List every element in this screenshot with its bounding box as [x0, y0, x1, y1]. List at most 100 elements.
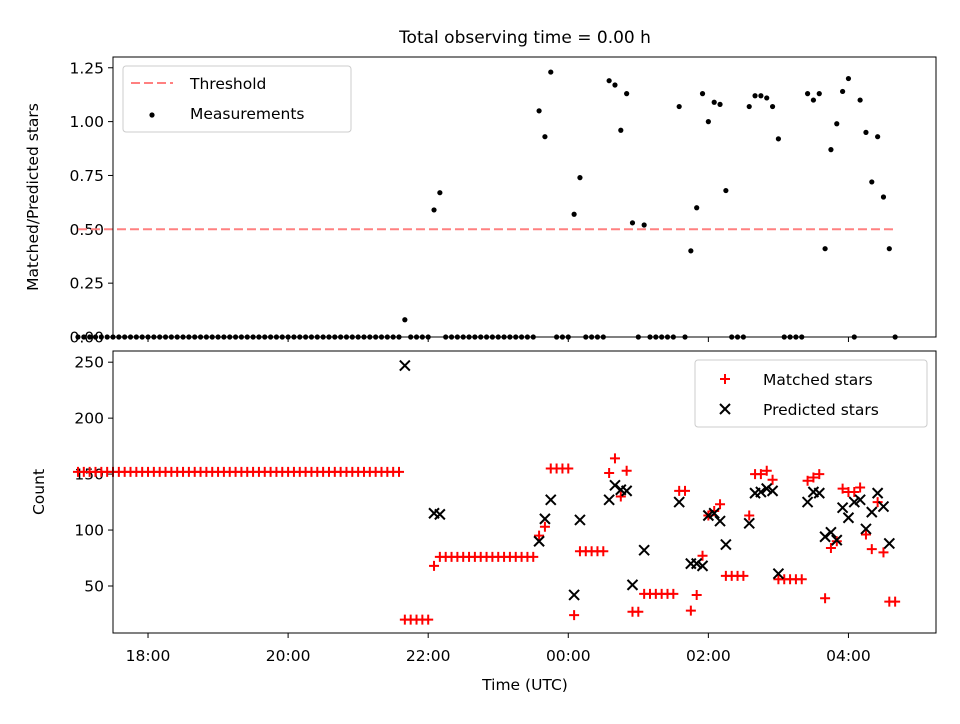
measurement-point — [536, 108, 542, 114]
measurement-point — [723, 187, 729, 194]
measurement-point — [880, 194, 887, 200]
matched-star-point — [808, 472, 819, 483]
measurement-point — [810, 97, 817, 103]
y-tick-label: 250 — [74, 354, 104, 372]
measurement-point — [75, 334, 81, 340]
measurement-point — [437, 190, 443, 196]
matched-star-point — [534, 530, 545, 541]
measurement-point — [612, 82, 618, 88]
predicted-star-point — [866, 506, 878, 518]
measurement-point — [775, 136, 782, 142]
measurement-point — [548, 69, 554, 75]
matched-star-point — [814, 469, 825, 480]
measurement-point — [869, 179, 875, 185]
matched-star-point — [621, 465, 632, 476]
measurement-point — [769, 103, 776, 110]
matched-star-point — [872, 497, 883, 508]
legend-matched-label: Matched stars — [763, 371, 873, 389]
matched-star-point — [615, 491, 626, 502]
measurement-point — [804, 91, 811, 97]
matched-star-point — [738, 570, 749, 581]
legend-matched-marker — [720, 374, 730, 384]
measurement-point — [618, 127, 624, 133]
predicted-star-point — [801, 496, 814, 508]
predicted-star-point — [696, 560, 709, 572]
matched-star-point — [691, 589, 702, 600]
counts-y-label: Count — [30, 469, 48, 515]
matched-star-point — [633, 606, 644, 617]
measurement-point — [431, 207, 437, 213]
predicted-star-point — [434, 508, 446, 521]
measurement-point — [688, 248, 694, 254]
ratio-plot-frame — [112, 56, 937, 338]
predicted-star-point — [399, 359, 411, 372]
predicted-star-point — [825, 526, 837, 538]
measurement-point — [629, 220, 636, 226]
matched-star-point — [604, 467, 615, 478]
measurement-point — [694, 205, 700, 211]
matched-star-point — [563, 463, 574, 474]
measurement-point — [717, 101, 723, 107]
matched-star-point — [697, 550, 708, 561]
measurement-point — [822, 246, 828, 252]
predicted-star-point — [831, 534, 843, 546]
predicted-star-point — [620, 485, 633, 497]
predicted-star-point — [673, 496, 685, 508]
counts-x-label: Time (UTC) — [481, 676, 568, 694]
predicted-star-point — [603, 494, 615, 506]
legend-measurements-label: Measurements — [190, 105, 305, 123]
measurement-point — [81, 334, 87, 340]
y-tick-label: 50 — [84, 578, 104, 596]
counts-legend: Matched stars Predicted stars — [694, 359, 928, 428]
y-tick-label: 100 — [74, 522, 104, 540]
matched-star-point — [855, 482, 866, 493]
predicted-star-point — [720, 538, 732, 551]
predicted-star-point — [743, 517, 755, 530]
matched-star-point — [744, 510, 755, 521]
measurement-point — [571, 211, 577, 217]
chart-title: Total observing time = 0.00 h — [398, 28, 651, 48]
predicted-star-point — [545, 494, 557, 506]
predicted-stars-points — [399, 359, 896, 601]
matched-star-point — [715, 499, 726, 510]
measurement-point — [746, 103, 752, 110]
matched-star-point — [394, 466, 405, 477]
counts-plot-frame — [112, 350, 937, 634]
measurement-point — [542, 134, 548, 140]
measurement-point — [752, 93, 758, 99]
matched-star-point — [825, 542, 836, 553]
matched-star-point — [837, 483, 848, 494]
matched-star-point — [609, 453, 620, 464]
x-tick-label: 04:00 — [826, 647, 871, 665]
ratio-legend: Threshold Measurements — [122, 65, 352, 133]
y-tick-label: 1.00 — [69, 113, 104, 131]
counts-legend-box — [694, 359, 928, 428]
matched-star-point — [890, 596, 901, 607]
predicted-star-point — [708, 507, 720, 519]
predicted-star-point — [883, 537, 896, 550]
measurement-point — [641, 222, 647, 228]
legend-threshold-label: Threshold — [189, 75, 266, 93]
legend-matched-swatch — [720, 374, 730, 384]
matched-star-point — [685, 605, 696, 616]
matched-star-point — [755, 469, 766, 480]
measurement-point — [764, 95, 770, 101]
measurement-point — [87, 334, 93, 340]
matched-star-point — [680, 485, 691, 496]
predicted-star-point — [574, 514, 586, 526]
ratio-panel: 0.000.250.500.751.001.25 Matched/Predict… — [24, 56, 937, 347]
measurement-point — [816, 91, 822, 97]
matched-star-point — [802, 475, 813, 486]
predicted-star-point — [539, 513, 551, 525]
predicted-star-point — [813, 487, 825, 499]
predicted-star-point — [755, 486, 767, 498]
ratio-y-label: Matched/Predicted stars — [24, 103, 42, 291]
matched-star-point — [668, 588, 679, 599]
measurement-point — [577, 175, 583, 181]
y-tick-label: 1.25 — [69, 59, 104, 77]
measurement-point — [606, 78, 612, 84]
matched-star-point — [528, 551, 539, 562]
measurement-point — [92, 334, 99, 340]
